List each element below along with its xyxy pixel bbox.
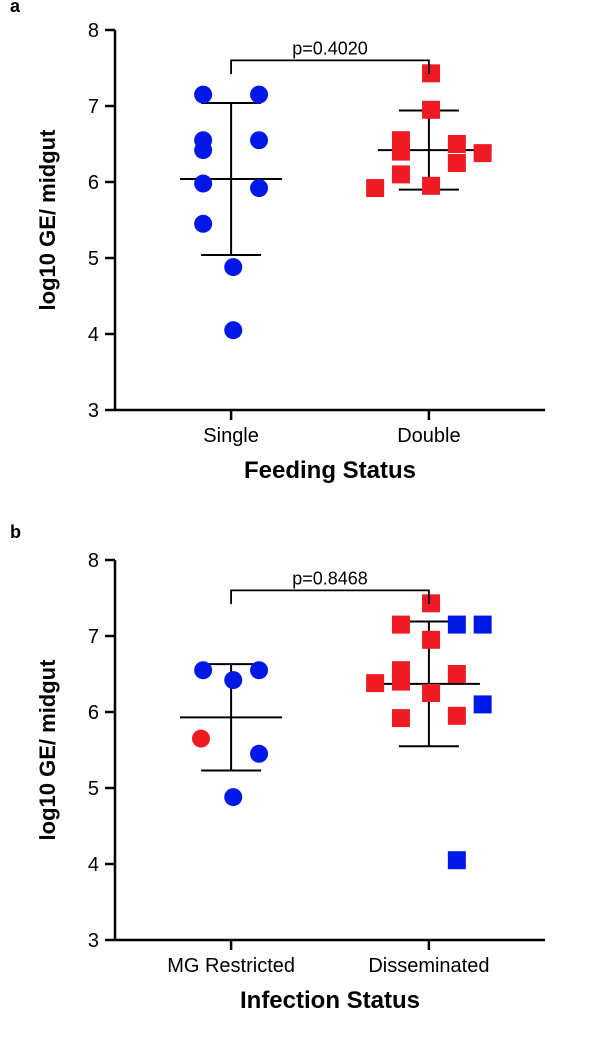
data-point bbox=[392, 165, 410, 183]
data-point bbox=[224, 671, 242, 689]
y-tick-label: 6 bbox=[88, 702, 99, 724]
x-tick-label: Single bbox=[203, 425, 259, 447]
data-point bbox=[194, 86, 212, 104]
data-point bbox=[392, 709, 410, 727]
p-value-label: p=0.4020 bbox=[292, 38, 368, 58]
x-tick-label: Double bbox=[397, 425, 460, 447]
y-axis-label: log10 GE/ midgut bbox=[35, 659, 60, 841]
comparison-bracket bbox=[231, 60, 429, 74]
y-tick-label: 8 bbox=[88, 20, 99, 42]
data-point bbox=[448, 665, 466, 683]
y-tick-label: 3 bbox=[88, 930, 99, 952]
y-tick-label: 5 bbox=[88, 248, 99, 270]
data-point bbox=[474, 616, 492, 634]
p-value-label: p=0.8468 bbox=[292, 568, 368, 588]
data-point bbox=[392, 143, 410, 161]
data-point bbox=[422, 631, 440, 649]
data-point bbox=[422, 594, 440, 612]
y-tick-label: 4 bbox=[88, 854, 99, 876]
data-point bbox=[250, 661, 268, 679]
data-point bbox=[250, 745, 268, 763]
data-point bbox=[224, 788, 242, 806]
data-point bbox=[448, 616, 466, 634]
panel-b-chart: 3 4 5 6 7 8 MG Restricted Disseminated Infection… bbox=[0, 530, 612, 1060]
data-point bbox=[474, 144, 492, 162]
y-tick-label: 6 bbox=[88, 172, 99, 194]
data-point bbox=[224, 321, 242, 339]
figure-container: a 345678SingleDoubleFeeding Statuslog10 … bbox=[0, 0, 612, 1050]
data-point bbox=[250, 179, 268, 197]
data-point bbox=[192, 730, 210, 748]
data-point bbox=[422, 684, 440, 702]
data-point bbox=[422, 177, 440, 195]
x-axis-label: Feeding Status bbox=[244, 457, 416, 484]
data-point bbox=[474, 695, 492, 713]
comparison-bracket bbox=[231, 590, 429, 604]
panel-a-chart: 3 4 5 6 7 8 Single Double Feeding Status log10 GE… bbox=[0, 0, 612, 520]
data-point bbox=[366, 674, 384, 692]
x-tick-label: Disseminated bbox=[368, 955, 489, 977]
y-tick-label: 3 bbox=[88, 400, 99, 422]
data-point bbox=[422, 64, 440, 82]
y-tick-label: 5 bbox=[88, 778, 99, 800]
data-point bbox=[448, 707, 466, 725]
y-tick-label: 8 bbox=[88, 550, 99, 572]
data-point bbox=[392, 616, 410, 634]
data-point bbox=[366, 179, 384, 197]
data-point bbox=[448, 154, 466, 172]
data-point bbox=[392, 673, 410, 691]
data-point bbox=[194, 141, 212, 159]
data-point bbox=[194, 175, 212, 193]
x-tick-label: MG Restricted bbox=[167, 955, 295, 977]
data-point bbox=[224, 258, 242, 276]
data-point bbox=[448, 135, 466, 153]
data-point bbox=[250, 131, 268, 149]
data-point bbox=[194, 661, 212, 679]
data-point bbox=[250, 86, 268, 104]
data-point bbox=[194, 215, 212, 233]
y-axis-label: log10 GE/ midgut bbox=[35, 129, 60, 311]
data-point bbox=[422, 101, 440, 119]
data-point bbox=[448, 851, 466, 869]
y-tick-label: 4 bbox=[88, 324, 99, 346]
y-tick-label: 7 bbox=[88, 96, 99, 118]
y-tick-label: 7 bbox=[88, 626, 99, 648]
x-axis-label: Infection Status bbox=[240, 987, 420, 1014]
